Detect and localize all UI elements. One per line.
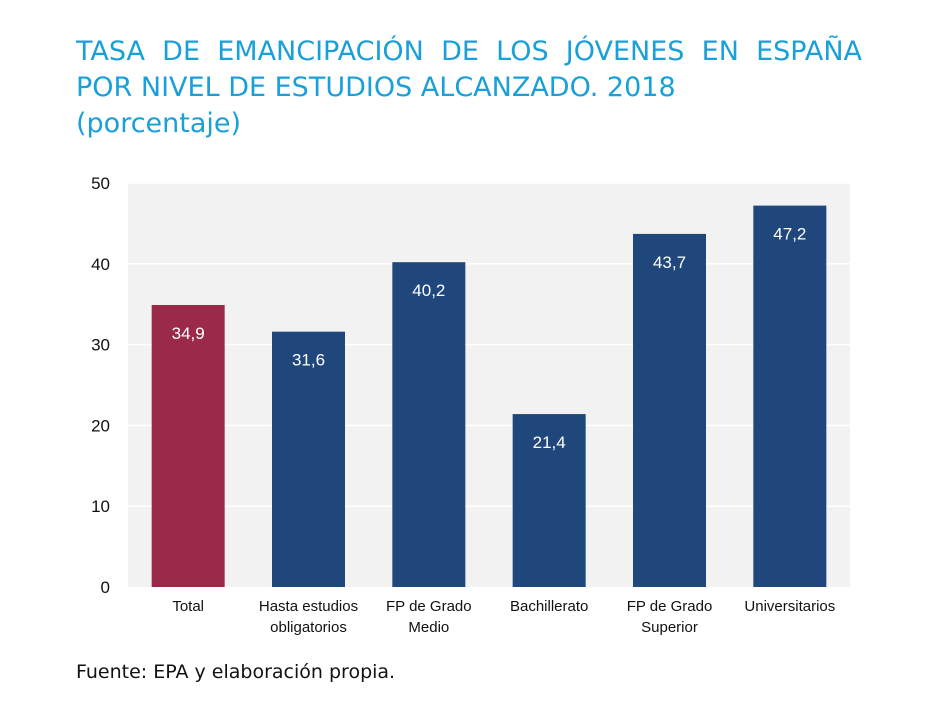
chart-title-line-3: (porcentaje) (76, 108, 242, 139)
x-tick-label: Bachillerato (510, 598, 588, 615)
x-tick-label: Superior (641, 619, 698, 636)
chart-title: TASA DE EMANCIPACIÓN DE LOS JÓVENES EN E… (76, 34, 862, 142)
x-tick-label: Hasta estudios (259, 598, 358, 615)
source-note: Fuente: EPA y elaboración propia. (76, 661, 396, 683)
chart-title-line-2: POR NIVEL DE ESTUDIOS ALCANZADO. 2018 (76, 72, 676, 103)
data-label: 34,9 (172, 324, 205, 343)
x-tick-label: obligatorios (270, 619, 347, 636)
y-tick-label: 40 (91, 255, 110, 274)
x-tick-label: FP de Grado (627, 598, 713, 615)
chart-title-line-1: TASA DE EMANCIPACIÓN DE LOS JÓVENES EN E… (76, 36, 862, 67)
bar (151, 305, 225, 587)
y-tick-label: 20 (91, 416, 110, 435)
data-label: 40,2 (412, 281, 445, 300)
bar (272, 331, 345, 587)
x-tick-label: Universitarios (744, 598, 835, 615)
y-tick-label: 0 (101, 578, 110, 597)
y-tick-label: 30 (91, 336, 110, 355)
data-label: 47,2 (773, 225, 806, 244)
bar (633, 233, 706, 588)
x-tick-label: Medio (408, 619, 449, 636)
x-tick-label: Total (172, 598, 204, 615)
y-tick-label: 10 (91, 497, 110, 516)
bar (753, 205, 827, 587)
y-tick-label: 50 (91, 174, 110, 193)
data-label: 21,4 (533, 433, 566, 452)
data-label: 31,6 (292, 351, 325, 370)
bar (392, 262, 466, 587)
bar (512, 414, 586, 587)
data-label: 43,7 (653, 253, 686, 272)
x-tick-label: FP de Grado (386, 598, 472, 615)
plot-area (128, 183, 850, 587)
